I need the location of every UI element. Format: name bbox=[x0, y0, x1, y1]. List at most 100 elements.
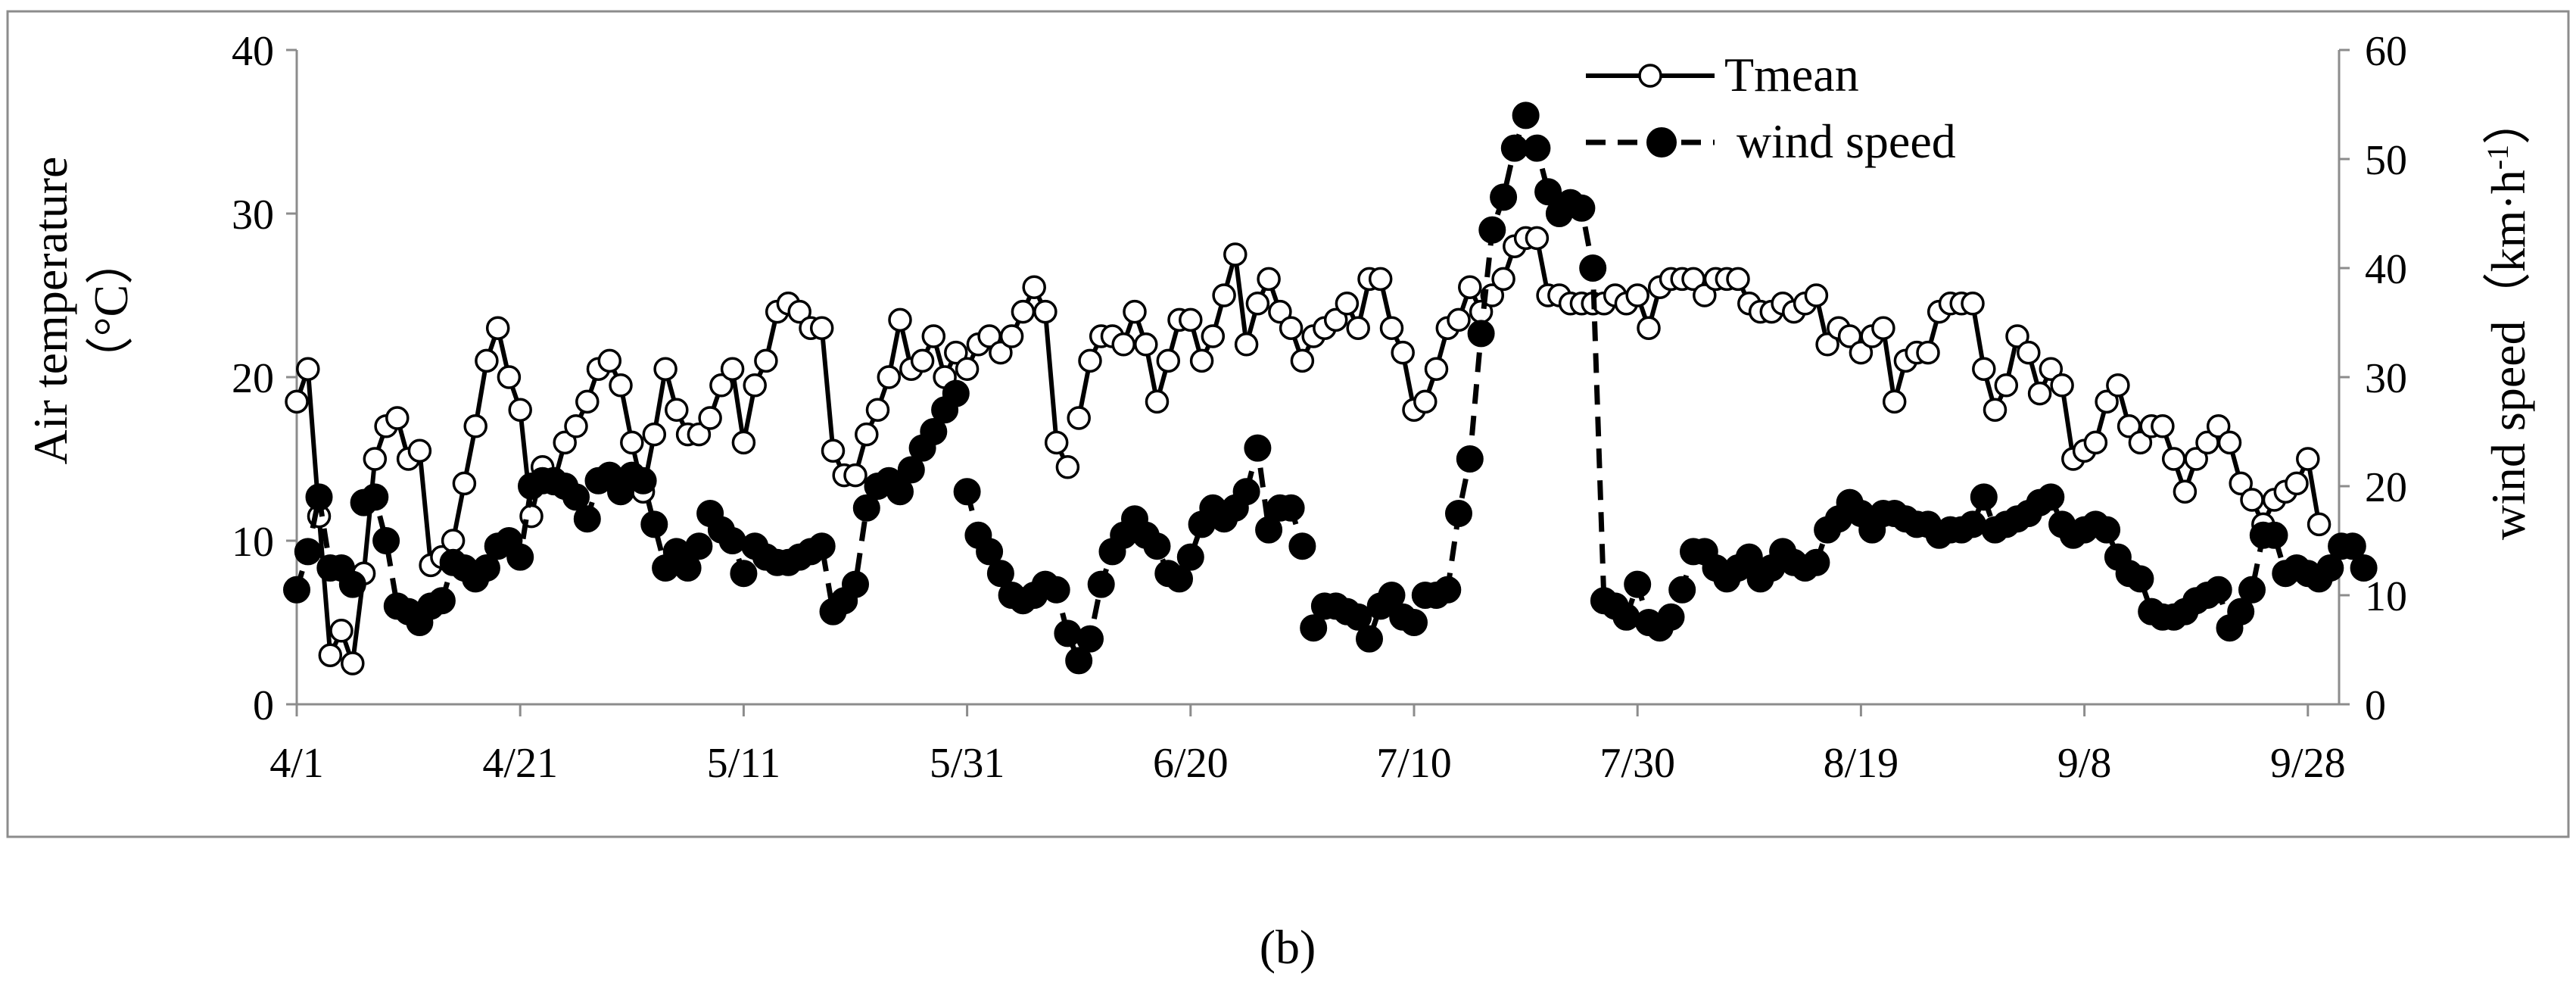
tmean-point bbox=[508, 398, 532, 422]
tmean-line bbox=[294, 236, 2322, 664]
wind-speed-point bbox=[1445, 500, 1472, 527]
wind-speed-point bbox=[1802, 548, 1830, 576]
figure-caption: (b) bbox=[1260, 920, 1316, 974]
wind-speed-point bbox=[920, 418, 948, 445]
tmean-point bbox=[1882, 389, 1907, 414]
tmean-point bbox=[2285, 471, 2309, 496]
tmean-point bbox=[1134, 332, 1158, 357]
wind-speed-point bbox=[428, 587, 456, 615]
wind-speed-point bbox=[1087, 570, 1115, 598]
tmean-point bbox=[1022, 275, 1046, 299]
tmean-point bbox=[1279, 316, 1304, 340]
left-axis-ticks: 0 10 20 30 40 bbox=[232, 28, 297, 729]
tmean-point bbox=[1346, 316, 1370, 340]
caption-text: (b) bbox=[1260, 920, 1316, 974]
tmean-point bbox=[475, 348, 499, 373]
legend-entry-wind-speed: wind speed bbox=[1586, 114, 1956, 168]
tmean-point bbox=[642, 422, 667, 447]
tmean-point bbox=[2173, 479, 2198, 504]
tmean-point bbox=[1491, 267, 1515, 292]
tmean-point bbox=[1379, 316, 1404, 340]
wind-speed-point bbox=[1288, 532, 1316, 560]
wind-speed-point bbox=[1344, 603, 1372, 631]
tmean-point bbox=[2083, 430, 2108, 455]
wind-speed-point bbox=[294, 538, 322, 566]
tmean-point bbox=[787, 299, 811, 324]
x-tick-label: 9/8 bbox=[2057, 740, 2112, 787]
tmean-point bbox=[363, 447, 388, 471]
legend-wind-label: wind speed bbox=[1724, 114, 1956, 168]
wind-speed-point bbox=[1143, 532, 1171, 560]
wind-speed-point bbox=[2126, 565, 2154, 593]
tmean-point bbox=[575, 389, 600, 414]
right-tick-label: 0 bbox=[2365, 682, 2386, 729]
tmean-point bbox=[609, 373, 633, 398]
tmean-point bbox=[1804, 283, 1829, 307]
left-tick-label: 30 bbox=[232, 192, 274, 239]
tmean-point bbox=[452, 471, 477, 496]
tmean-point bbox=[665, 398, 689, 422]
wind-speed-point bbox=[2350, 554, 2378, 582]
wind-speed-point bbox=[1657, 603, 1685, 631]
tmean-point bbox=[1223, 242, 1248, 267]
wind-speed-point bbox=[2227, 598, 2255, 626]
tmean-point bbox=[1234, 332, 1259, 357]
tmean-point bbox=[989, 340, 1013, 365]
series-wind-speed bbox=[283, 101, 2378, 675]
left-axis-title: Air temperature bbox=[23, 157, 77, 465]
wind-speed-point bbox=[2316, 554, 2344, 582]
wind-speed-point bbox=[1490, 183, 1518, 211]
tmean-point bbox=[865, 398, 890, 422]
tmean-point bbox=[1424, 357, 1449, 381]
tmean-point bbox=[1916, 340, 1940, 365]
tmean-point bbox=[2050, 373, 2074, 398]
tmean-point bbox=[821, 438, 846, 463]
wind-speed-point bbox=[562, 483, 590, 511]
tmean-point bbox=[1849, 340, 1874, 365]
tmean-point bbox=[855, 422, 879, 447]
wind-speed-point bbox=[842, 570, 869, 598]
tmean-point bbox=[1323, 307, 1348, 332]
tmean-point bbox=[1625, 283, 1649, 307]
wind-speed-point bbox=[953, 478, 981, 506]
tmean-point bbox=[687, 422, 712, 447]
wind-speed-point bbox=[1176, 543, 1204, 571]
wind-speed-point bbox=[942, 379, 970, 407]
tmean-point bbox=[597, 348, 622, 373]
wind-speed-point bbox=[1456, 445, 1484, 473]
wind-speed-point bbox=[1400, 609, 1428, 636]
left-tick-label: 20 bbox=[232, 355, 274, 402]
wind-speed-point bbox=[1970, 483, 1998, 511]
left-axis-label: Air temperature bbox=[23, 157, 77, 465]
tmean-point bbox=[1268, 299, 1292, 324]
tmean-point bbox=[1033, 299, 1057, 324]
wind-speed-point bbox=[283, 576, 310, 604]
tmean-point bbox=[1067, 406, 1091, 430]
x-tick-label: 6/20 bbox=[1153, 740, 1229, 787]
tmean-point bbox=[2217, 430, 2242, 455]
right-axis-unit-close: ） bbox=[2481, 96, 2535, 145]
tmean-point bbox=[653, 357, 677, 381]
wind-speed-point bbox=[1277, 494, 1305, 522]
tmean-point bbox=[1961, 292, 1985, 316]
tmean-point bbox=[888, 307, 912, 332]
tmean-point bbox=[2027, 381, 2052, 406]
tmean-point bbox=[285, 389, 309, 414]
wind-speed-point bbox=[852, 494, 880, 522]
tmean-point bbox=[999, 324, 1024, 348]
wind-speed-point bbox=[1300, 614, 1328, 642]
tmean-point bbox=[2128, 430, 2153, 455]
wind-speed-point bbox=[1512, 101, 1540, 129]
tmean-point bbox=[497, 365, 522, 389]
series-layer bbox=[283, 101, 2378, 676]
wind-speed-point bbox=[2338, 532, 2366, 560]
tmean-point bbox=[720, 357, 745, 381]
wind-speed-point bbox=[685, 532, 713, 560]
tmean-point bbox=[1123, 299, 1147, 324]
tmean-point bbox=[955, 357, 980, 381]
tmean-point bbox=[1055, 455, 1080, 479]
legend-tmean-marker bbox=[1638, 64, 1662, 88]
tmean-point bbox=[1368, 267, 1393, 292]
wind-speed-point bbox=[361, 483, 389, 511]
wind-speed-point bbox=[718, 527, 746, 554]
